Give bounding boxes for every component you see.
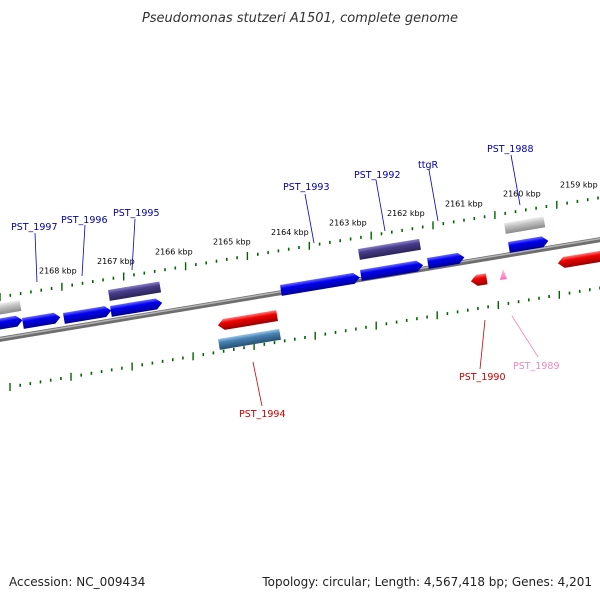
pseudo-feature[interactable] (0, 300, 22, 316)
kbp-label: 2167 kbp (97, 257, 135, 266)
gene-label-pst-1988[interactable]: PST_1988 (487, 144, 534, 155)
map-title: Pseudomonas stutzeri A1501, complete gen… (142, 11, 458, 26)
gene-label-pst-1997[interactable]: PST_1997 (11, 222, 58, 233)
kbp-label: 2163 kbp (329, 219, 367, 228)
rna-feature-pst-1992[interactable] (358, 238, 421, 260)
gene-feature-pst-1994[interactable] (218, 328, 281, 350)
gene-arrow-forward[interactable] (0, 315, 23, 331)
gene-arrow-pst-1990[interactable] (470, 273, 488, 286)
accession-text: Accession: NC_009434 (9, 575, 145, 589)
gene-arrow-ttgr[interactable] (427, 252, 465, 269)
gene-arrow-pst-1992[interactable] (360, 260, 424, 281)
kbp-scale-labels: 2159 kbp 2160 kbp 2161 kbp 2162 kbp 2163 kbp… (39, 180, 598, 275)
kbp-label: 2162 kbp (387, 209, 425, 218)
gene-arrow-pst-1993[interactable] (280, 272, 361, 296)
gene-arrow-pst-1988[interactable] (508, 235, 549, 253)
kbp-label: 2160 kbp (503, 190, 541, 199)
gene-arrow-pst-1996[interactable] (63, 305, 112, 324)
pseudo-feature-pst-1988[interactable] (504, 216, 546, 234)
lower-tick-track (9, 286, 600, 391)
kbp-label: 2166 kbp (155, 247, 193, 256)
gene-label-ttgr[interactable]: ttgR (418, 160, 438, 171)
gene-arrow-pst-1989[interactable] (500, 269, 507, 280)
kbp-label: 2168 kbp (39, 267, 77, 276)
kbp-label: 2164 kbp (271, 228, 309, 237)
kbp-label: 2165 kbp (213, 238, 251, 247)
genome-summary-text: Topology: circular; Length: 4,567,418 bp… (261, 575, 592, 589)
gene-label-pst-1992[interactable]: PST_1992 (354, 170, 401, 181)
gene-arrow-pst-1997[interactable] (22, 312, 61, 329)
gene-label-pst-1989[interactable]: PST_1989 (513, 361, 560, 372)
rna-feature-pst-1995[interactable] (108, 281, 162, 301)
gene-arrow-pst-1995[interactable] (110, 297, 163, 317)
gene-arrow-pst-1994[interactable] (217, 310, 278, 331)
kbp-label: 2161 kbp (445, 199, 483, 208)
gene-labels: PST_1997 PST_1996 PST_1995 PST_1993 PST_… (11, 144, 560, 420)
forward-genes (0, 235, 549, 331)
reverse-genes (217, 249, 600, 350)
gene-label-pst-1993[interactable]: PST_1993 (283, 182, 330, 193)
gene-arrow-reverse[interactable] (557, 249, 600, 269)
kbp-label: 2159 kbp (560, 180, 598, 189)
upper-tick-track (0, 196, 599, 301)
gene-label-pst-1995[interactable]: PST_1995 (113, 208, 160, 219)
gene-label-pst-1990[interactable]: PST_1990 (459, 372, 506, 383)
upper-feature-track (0, 216, 546, 316)
gene-label-pst-1994[interactable]: PST_1994 (239, 409, 286, 420)
gene-label-pst-1996[interactable]: PST_1996 (61, 215, 108, 226)
